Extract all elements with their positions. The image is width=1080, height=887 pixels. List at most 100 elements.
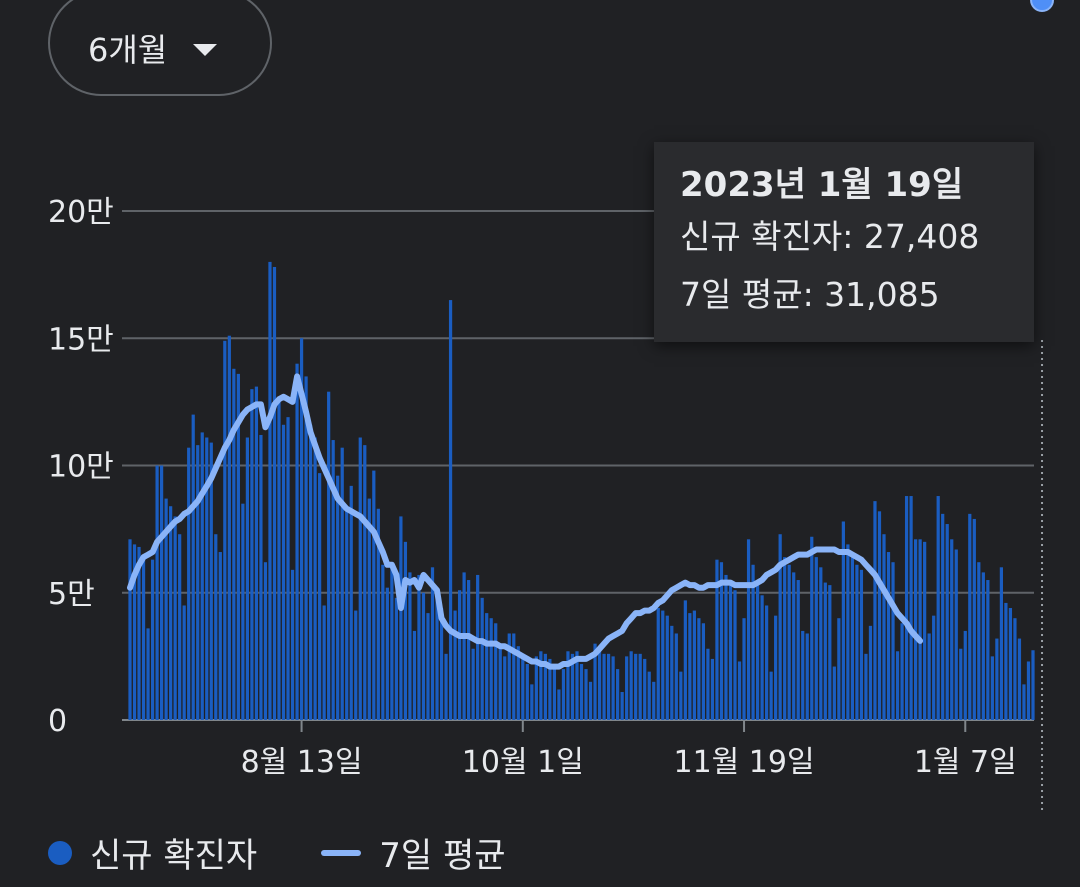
bar <box>376 508 380 720</box>
bar <box>263 562 268 720</box>
bar <box>435 592 439 720</box>
bar <box>611 656 615 720</box>
bar <box>909 496 913 720</box>
x-tick-label: 10월 1일 <box>462 745 584 780</box>
bar <box>810 536 814 720</box>
bar <box>868 625 873 720</box>
bar <box>715 559 719 720</box>
bar <box>742 618 746 720</box>
bar <box>525 664 529 720</box>
highlight-point[interactable] <box>1030 0 1055 12</box>
bar <box>606 653 611 720</box>
bar <box>187 447 191 720</box>
bar <box>308 424 313 720</box>
bar <box>196 445 200 720</box>
bar <box>886 552 891 720</box>
bar <box>426 613 430 720</box>
x-tick-label: 1월 7일 <box>914 745 1017 780</box>
y-tick-label: 5만 <box>48 577 95 612</box>
bar <box>313 437 317 720</box>
bar <box>439 608 444 720</box>
tooltip-new-cases: 신규 확진자: 27,408 <box>680 217 980 256</box>
bar <box>200 432 204 720</box>
bar <box>358 437 362 720</box>
bar <box>805 633 809 720</box>
bar <box>665 615 669 720</box>
bar <box>516 646 520 720</box>
bar <box>236 373 240 720</box>
bar <box>503 656 507 720</box>
bar <box>259 434 263 720</box>
bar <box>444 653 448 720</box>
bar <box>914 539 918 720</box>
bar <box>367 498 371 720</box>
bar <box>173 516 177 720</box>
bar <box>801 630 805 720</box>
bar <box>331 440 335 720</box>
x-tick-label: 8월 13일 <box>241 745 363 780</box>
bar <box>688 613 692 720</box>
bar <box>760 595 764 720</box>
bar <box>363 445 367 720</box>
bar <box>900 623 904 720</box>
bar <box>891 562 895 720</box>
bar <box>521 653 525 720</box>
bar <box>146 628 150 720</box>
bar <box>548 658 552 720</box>
bar <box>476 574 480 720</box>
bar <box>796 580 800 720</box>
y-tick-label: 20만 <box>48 195 114 230</box>
bar <box>765 605 769 720</box>
bar <box>710 658 715 720</box>
tooltip-date: 2023년 1월 19일 <box>680 165 964 205</box>
bar <box>534 656 538 720</box>
bar <box>972 518 976 720</box>
bar <box>638 653 642 720</box>
bar <box>340 447 344 720</box>
bar <box>417 574 421 720</box>
bar <box>904 496 909 720</box>
bar <box>670 625 674 720</box>
bar <box>828 585 832 720</box>
bar <box>950 539 954 720</box>
bar <box>968 513 972 720</box>
bar <box>182 605 186 720</box>
cases-chart[interactable]: 0 5만 10만 15만 20만 8월 13일 10월 1일 11월 19일 1월 7일 <box>0 0 1080 820</box>
bar <box>864 653 868 720</box>
bar <box>205 437 209 720</box>
bar <box>616 669 620 720</box>
bar <box>137 546 141 720</box>
caret-down-icon <box>193 44 218 56</box>
bar <box>823 582 827 720</box>
line-7day-average <box>127 373 924 670</box>
axis-labels: 0 5만 10만 15만 20만 8월 13일 10월 1일 11월 19일 1월 7일 <box>48 195 1017 780</box>
bar <box>403 541 408 720</box>
bar <box>164 498 168 720</box>
bar <box>250 389 254 720</box>
bar <box>430 567 435 720</box>
bar <box>327 391 331 720</box>
range-select[interactable]: 6개월 <box>48 0 272 96</box>
bar <box>245 437 249 720</box>
bar <box>783 557 787 720</box>
bar <box>349 485 353 720</box>
bar <box>981 572 985 720</box>
bar <box>661 610 665 720</box>
bar <box>674 633 678 720</box>
bar <box>489 618 493 720</box>
bar <box>1013 618 1017 720</box>
bar <box>322 605 326 720</box>
bar <box>1004 602 1008 720</box>
y-tick-label: 0 <box>48 704 67 739</box>
bar <box>990 656 994 720</box>
bar <box>927 633 931 720</box>
bar <box>318 473 322 720</box>
bar <box>652 681 656 720</box>
bar <box>859 569 864 720</box>
bar <box>448 300 453 720</box>
bar <box>986 580 990 720</box>
bar <box>214 534 218 720</box>
bar <box>155 465 159 720</box>
bar <box>737 661 742 720</box>
bar <box>277 401 281 720</box>
